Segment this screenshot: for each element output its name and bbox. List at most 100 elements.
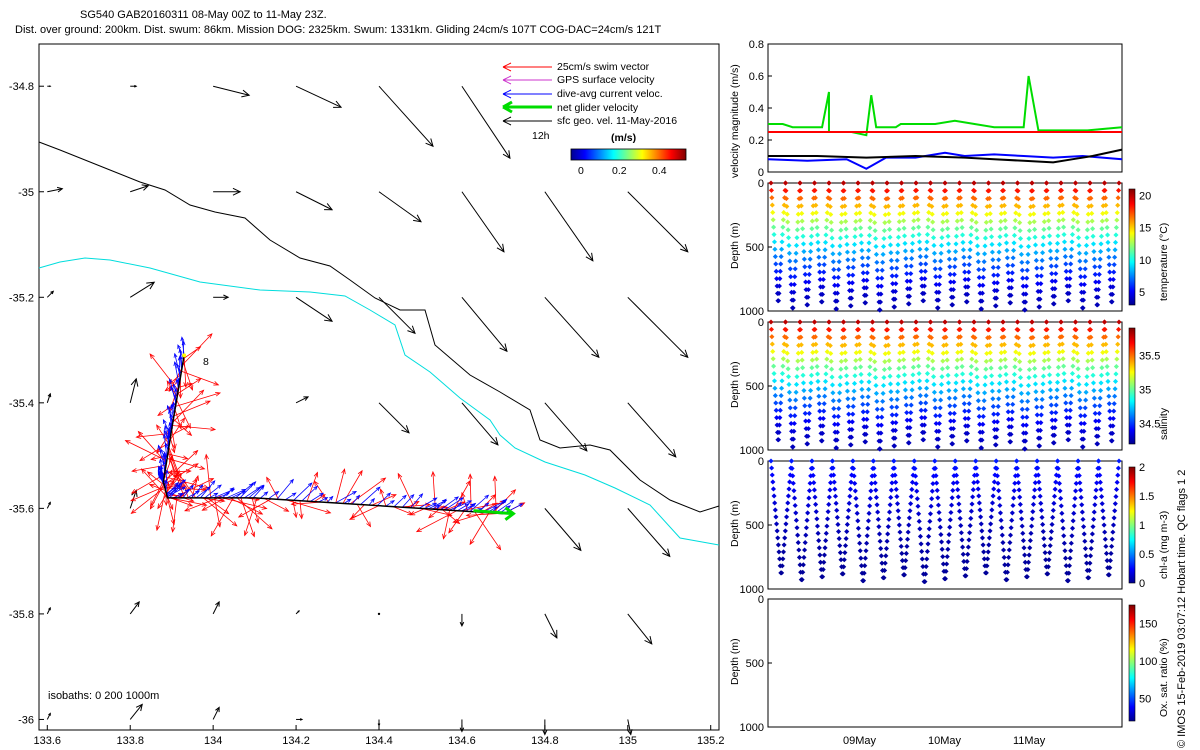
dac-vector-head	[176, 485, 182, 490]
profile-point	[910, 372, 916, 378]
profile-point	[994, 280, 1000, 286]
profile-point	[850, 272, 856, 278]
profile-point	[831, 413, 837, 420]
profile-point	[850, 403, 856, 410]
profile-point	[853, 350, 859, 356]
profile-point	[810, 349, 816, 356]
profile-point	[886, 350, 892, 356]
profile-point	[934, 480, 940, 486]
geo-vector-head	[627, 729, 633, 736]
profile-point	[893, 273, 899, 279]
profile-point	[866, 379, 872, 385]
profile-point	[933, 473, 939, 479]
geo-vector	[461, 402, 499, 446]
profile-point	[791, 420, 797, 427]
swim-vector-head	[194, 474, 200, 481]
profile-point	[1091, 256, 1097, 262]
profile-point	[952, 458, 958, 464]
profile-point	[1067, 276, 1073, 282]
profile-point	[967, 530, 973, 536]
profile-point	[1062, 385, 1068, 391]
profile-point	[779, 370, 786, 377]
profile-point	[834, 298, 840, 304]
profile-point	[770, 479, 776, 485]
profile-point	[1000, 319, 1006, 325]
profile-point	[799, 577, 805, 583]
profile-point	[849, 419, 855, 425]
profile-point	[1104, 558, 1110, 564]
profile-point	[1098, 233, 1105, 239]
profile-point	[932, 258, 938, 264]
profile-point	[775, 542, 781, 548]
profile-point	[993, 458, 999, 464]
profile-point	[988, 218, 994, 224]
geo-vector-head	[542, 729, 548, 736]
profile-point	[1054, 394, 1060, 401]
profile-point	[947, 410, 953, 416]
profile-point	[1115, 202, 1121, 208]
profile-point	[801, 256, 807, 262]
profile-point	[1053, 402, 1059, 408]
geo-vector-head	[425, 138, 434, 148]
profile-point	[951, 271, 957, 277]
profile-point	[1040, 234, 1047, 240]
profile-point	[1055, 233, 1061, 239]
profile-point	[888, 487, 894, 493]
profile-point	[1115, 334, 1121, 340]
geo-vector-head	[303, 396, 310, 401]
profile-point	[773, 521, 780, 527]
profile-point	[1003, 240, 1010, 246]
profile-point	[1096, 279, 1102, 285]
profile-point	[841, 334, 847, 340]
dac-vector-head	[502, 498, 508, 504]
profile-point	[1116, 187, 1122, 193]
profile-point	[900, 210, 906, 216]
profile-point	[1096, 465, 1102, 471]
profile-point	[958, 530, 964, 536]
geo-vector-shaft	[461, 402, 499, 446]
profile-point	[923, 393, 929, 399]
profile-point	[828, 219, 834, 225]
colorbar-label: Ox. sat. ratio (%)	[1158, 638, 1170, 717]
profile-point	[815, 530, 821, 536]
swim-vector-head	[254, 517, 260, 524]
profile-point	[813, 349, 819, 355]
colorbar-tick-label: 10	[1139, 255, 1151, 267]
profile-point	[913, 319, 919, 325]
profile-point	[778, 400, 784, 406]
map-ytick-label: -35.8	[9, 609, 34, 621]
swim-vector-head	[213, 381, 220, 386]
profile-point	[1035, 465, 1041, 471]
profile-point	[854, 503, 860, 509]
profile-point	[1106, 401, 1112, 407]
swim-vector-head	[257, 509, 264, 515]
profile-point	[1083, 397, 1089, 403]
swim-vector	[182, 333, 213, 366]
geo-vector	[213, 294, 230, 301]
profile-point	[1046, 357, 1052, 363]
profile-point	[790, 305, 796, 311]
profile-point	[1011, 386, 1017, 392]
profile-point	[1113, 371, 1119, 377]
geo-vector-shaft	[627, 719, 632, 735]
profile-point	[1048, 402, 1054, 408]
profile-point	[770, 217, 776, 223]
profile-point	[929, 350, 935, 356]
profile-point	[1069, 385, 1075, 391]
profile-point	[967, 386, 973, 392]
profile-point	[1070, 363, 1076, 369]
profile-point	[873, 390, 879, 396]
profile-point	[952, 256, 958, 262]
profile-point	[1075, 366, 1081, 372]
profile-point	[991, 486, 997, 492]
profile-point	[903, 394, 909, 401]
profile-point	[1052, 417, 1058, 423]
profile-point	[990, 257, 996, 263]
profile-point	[893, 479, 899, 485]
profile-point	[773, 514, 779, 520]
profile-point	[835, 274, 841, 281]
profile-point	[773, 400, 779, 406]
dac-vector-head	[206, 486, 212, 491]
profile-point	[838, 219, 844, 225]
profile-point	[1037, 486, 1043, 492]
